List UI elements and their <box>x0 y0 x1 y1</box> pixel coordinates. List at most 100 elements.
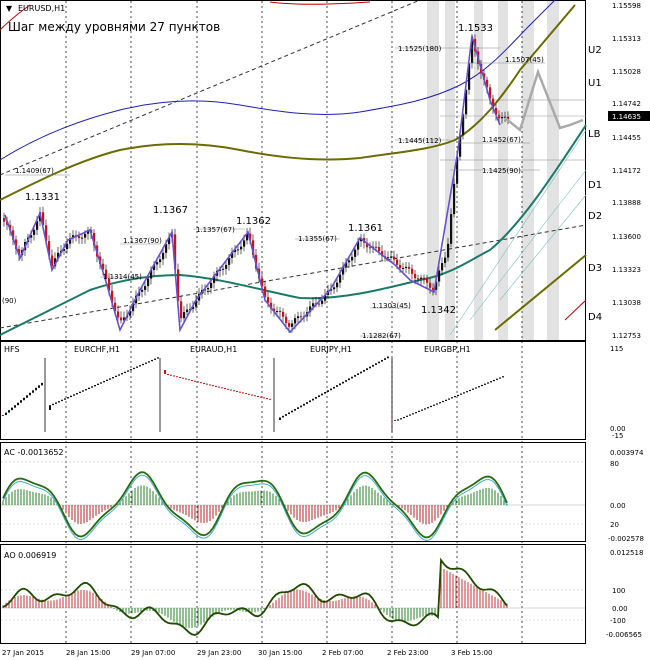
svg-text:2 Feb 07:00: 2 Feb 07:00 <box>322 649 363 657</box>
hfs-bar <box>38 385 40 388</box>
swing-label: 1.1367 <box>153 205 188 216</box>
hfs-bar <box>20 400 22 403</box>
hfs-bar <box>154 358 156 360</box>
chart-subtitle: Шаг между уровнями 27 пунктов <box>8 20 220 34</box>
ac-signal-green <box>2 471 508 539</box>
level-note: 1.1282(67) <box>362 332 401 340</box>
hfs-bar <box>29 392 31 396</box>
hfs-bar <box>454 396 456 398</box>
hfs-bar <box>285 414 287 416</box>
hfs-bar <box>254 395 256 397</box>
candle-body <box>114 302 117 312</box>
candle-body <box>441 263 444 271</box>
hfs-bar <box>170 374 172 376</box>
hfs-bar <box>32 390 34 393</box>
ac-axis-label: 0.003974 <box>610 449 644 457</box>
hfs-bar <box>381 359 383 362</box>
candle-body <box>12 230 15 240</box>
hfs-bar <box>297 407 299 409</box>
swing-label: 1.1533 <box>458 23 493 34</box>
candle-body <box>54 258 57 267</box>
swing-label: 1.1361 <box>348 223 383 234</box>
hfs-bar <box>73 394 75 396</box>
hfs-bar <box>448 398 450 400</box>
level-note: 1.1355(67) <box>298 235 337 243</box>
swing-label: 1.1342 <box>421 305 456 316</box>
level-note: 1.1409(67) <box>15 167 54 175</box>
hfs-bar <box>300 405 302 408</box>
hfs-bar <box>239 391 241 393</box>
svg-text:30 Jan 15:00: 30 Jan 15:00 <box>258 649 302 657</box>
ao-histogram <box>2 567 508 628</box>
candle-body <box>288 323 291 327</box>
hfs-bar <box>167 373 169 375</box>
hfs-plot-area[interactable] <box>0 341 586 440</box>
hfs-bar <box>106 379 108 382</box>
hfs-bar <box>439 402 441 404</box>
hfs-bar <box>248 393 250 395</box>
hfs-bar <box>194 380 196 382</box>
hfs-bar <box>463 392 465 394</box>
hfs-bar <box>263 397 265 399</box>
hfs-bar <box>445 399 447 401</box>
candle-body <box>330 289 333 291</box>
hfs-bar <box>206 383 208 385</box>
swing-label: 1.1331 <box>25 192 60 203</box>
hfs-bar <box>442 400 444 403</box>
candle-body <box>291 323 294 327</box>
candle-body <box>57 252 60 259</box>
shaded-zones <box>427 1 559 340</box>
candle-body <box>345 262 348 267</box>
hfs-bar <box>342 381 344 384</box>
candle-body <box>486 79 489 88</box>
candle-body <box>354 249 357 257</box>
svg-text:28 Jan 15:00: 28 Jan 15:00 <box>66 649 110 657</box>
day-separators <box>65 1 523 643</box>
hfs-bar <box>351 376 353 379</box>
candle-body <box>468 63 471 90</box>
main-plot-area[interactable] <box>0 0 586 341</box>
collapse-arrow-icon[interactable]: ▼ <box>6 4 13 13</box>
candle-body <box>411 268 414 274</box>
candle-body <box>117 311 120 318</box>
candle-body <box>18 248 21 256</box>
svg-text:1.15598: 1.15598 <box>612 2 641 10</box>
hfs-bar <box>82 390 84 392</box>
candle-body <box>507 116 510 120</box>
symbol-title: EURUSD,H1 <box>18 4 65 13</box>
hfs-bar <box>203 382 205 384</box>
hfs-bar <box>282 415 284 418</box>
hfs-bar <box>266 398 268 400</box>
candle-body <box>312 303 315 307</box>
ao-plot-area[interactable] <box>0 544 586 644</box>
candle-body <box>42 212 45 226</box>
candle-body <box>333 287 336 290</box>
hfs-bar <box>100 382 102 384</box>
candle-body <box>399 264 402 269</box>
candle-body <box>261 278 264 287</box>
candle-body <box>33 229 36 235</box>
candle-body <box>222 268 225 270</box>
hfs-bar <box>496 378 498 380</box>
hfs-bar <box>309 400 311 403</box>
hfs-bar <box>236 390 238 392</box>
candle-body <box>294 318 297 324</box>
candle-body <box>348 260 351 263</box>
level-note: 1.1425(90) <box>482 167 521 175</box>
candle-body <box>342 266 345 275</box>
candle-body <box>504 116 507 118</box>
hfs-bar <box>188 379 190 381</box>
candle-body <box>366 242 369 248</box>
candle-body <box>357 241 360 250</box>
candle-body <box>420 277 423 280</box>
candle-body <box>450 214 453 244</box>
hfs-bar <box>369 366 371 369</box>
candle-body <box>123 317 126 321</box>
hfs-separators <box>44 358 393 432</box>
svg-text:1.14742: 1.14742 <box>612 100 641 108</box>
candle-body <box>159 259 162 263</box>
candle-body <box>237 249 240 251</box>
candle-body <box>321 300 324 304</box>
candle-body <box>102 263 105 270</box>
